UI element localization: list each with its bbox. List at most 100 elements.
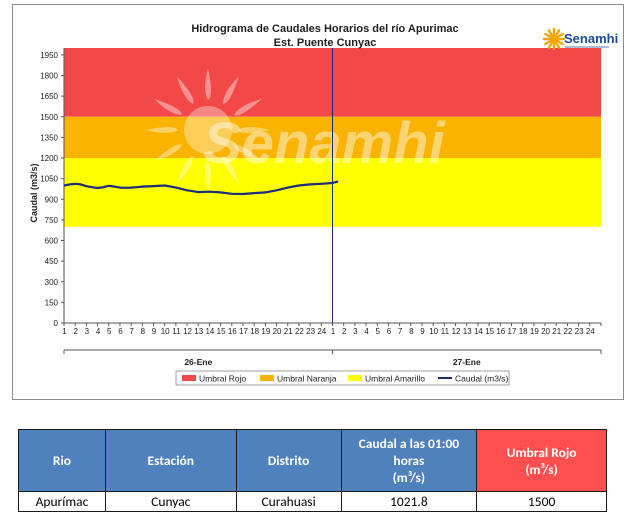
y-tick-label: 1950 (40, 51, 58, 60)
y-tick-label: 1200 (40, 154, 58, 163)
watermark-text: Senamhi (203, 111, 447, 176)
table-header-row: Rio Estación Distrito Caudal a las 01:00… (18, 429, 607, 492)
legend-label: Caudal (m3/s) (455, 374, 509, 384)
station-info-table: Rio Estación Distrito Caudal a las 01:00… (18, 429, 607, 512)
y-tick-label: 450 (45, 257, 59, 266)
x-tick-label: 15 (485, 327, 494, 336)
watermark-ray (238, 127, 270, 134)
x-tick-label: 24 (586, 327, 595, 336)
watermark-ray (154, 144, 183, 161)
cell-caudal: 1021.8 (340, 491, 478, 512)
watermark-ray (146, 126, 178, 133)
watermark-ray (154, 99, 183, 116)
y-tick-label: 1350 (40, 133, 58, 142)
watermark-ray (222, 155, 239, 184)
logo-ray (544, 32, 551, 38)
header-unit: (m³/s) (525, 460, 558, 478)
watermark-ray (177, 76, 194, 105)
watermark-ray (204, 160, 211, 192)
x-tick-label: 12 (183, 327, 192, 336)
x-tick-label: 11 (172, 327, 181, 336)
y-tick-label: 1050 (40, 175, 58, 184)
x-tick-label: 15 (217, 327, 226, 336)
x-tick-label: 1 (62, 327, 67, 336)
logo-text: Senamhi (564, 31, 618, 46)
x-tick-label: 19 (530, 327, 539, 336)
logo-ray (547, 29, 553, 36)
watermark-ray (233, 99, 262, 116)
header-distrito: Distrito (235, 429, 342, 492)
x-tick-label: 3 (353, 327, 358, 336)
legend-label: Umbral Amarillo (365, 374, 425, 384)
x-tick-label: 9 (152, 327, 157, 336)
x-tick-label: 21 (552, 327, 561, 336)
cell-umbral-rojo: 1500 (476, 491, 607, 512)
legend-swatch (348, 375, 362, 381)
legend: Umbral Rojo Umbral Naranja Umbral Amarillo… (175, 370, 510, 386)
logo-ray (544, 40, 551, 46)
x-tick-label: 6 (118, 327, 123, 336)
y-tick-label: 1650 (40, 92, 58, 101)
hydrograph-chart: Senamhi 0 150 300 450 600 750 900 1050 1200 1350 1… (29, 23, 618, 386)
x-tick-label: 22 (295, 327, 304, 336)
x-tick-label: 19 (261, 327, 270, 336)
x-tick-label: 5 (107, 327, 112, 336)
y-tick-label: 0 (54, 319, 59, 328)
logo-sun (549, 34, 559, 44)
x-tick-label: 17 (508, 327, 517, 336)
x-tick-label: 2 (342, 327, 347, 336)
header-rio: Rio (18, 429, 106, 492)
x-tick-label: 20 (541, 327, 550, 336)
cell-estacion: Cunyac (104, 491, 237, 512)
watermark-sun (184, 106, 232, 154)
day-label: 26-Ene (184, 357, 212, 367)
logo-ray (555, 29, 561, 36)
axes: 0 150 300 450 600 750 900 1050 1200 1350 1500 1650 1… (40, 48, 602, 367)
x-tick-label: 2 (73, 327, 78, 336)
legend-label: Umbral Naranja (277, 374, 337, 384)
x-tick-label: 7 (398, 327, 403, 336)
header-caudal: Caudal a las 01:00 horas (m³/s) (340, 429, 478, 492)
x-tick-label: 20 (273, 327, 282, 336)
x-tick-label: 21 (284, 327, 293, 336)
watermark-ray (222, 76, 239, 105)
logo-ray (557, 32, 564, 38)
x-tick-label: 10 (161, 327, 170, 336)
legend-label: Umbral Rojo (199, 374, 247, 384)
header-text: Umbral Rojo (506, 443, 577, 461)
chart-frame: Senamhi 0 150 300 450 600 750 900 1050 1200 1350 1… (12, 4, 624, 400)
y-tick-label: 150 (45, 298, 59, 307)
x-tick-label: 8 (409, 327, 414, 336)
x-tick-label: 14 (205, 327, 214, 336)
header-umbral-rojo: Umbral Rojo (m³/s) (476, 429, 607, 492)
senamhi-watermark: Senamhi (146, 68, 447, 192)
x-tick-label: 12 (452, 327, 461, 336)
x-tick-label: 4 (364, 327, 369, 336)
x-tick-label: 3 (85, 327, 90, 336)
x-tick-label: 7 (129, 327, 134, 336)
x-tick-label: 11 (441, 327, 450, 336)
watermark-ray (233, 144, 262, 161)
day-label: 27-Ene (453, 357, 481, 367)
chart-title: Hidrograma de Caudales Horarios del río … (191, 23, 458, 35)
y-tick-label: 600 (45, 237, 59, 246)
x-tick-label: 24 (317, 327, 326, 336)
senamhi-logo: Senamhi (542, 27, 618, 51)
legend-swatch (260, 375, 274, 381)
y-tick-label: 1500 (40, 113, 58, 122)
cell-distrito: Curahuasi (235, 491, 342, 512)
series-layer (63, 180, 339, 196)
cell-rio: Apurímac (18, 491, 106, 512)
y-tick-label: 750 (45, 216, 59, 225)
x-tick-label: 17 (239, 327, 248, 336)
watermark-ray (177, 155, 194, 184)
logo-ray (547, 42, 553, 49)
x-tick-label: 22 (563, 327, 572, 336)
x-tick-label: 9 (420, 327, 425, 336)
logo-ray (557, 40, 564, 46)
x-tick-label: 4 (96, 327, 101, 336)
legend-swatch (182, 375, 196, 381)
y-tick-label: 900 (45, 195, 59, 204)
header-estacion: Estación (104, 429, 237, 492)
x-tick-label: 5 (376, 327, 381, 336)
